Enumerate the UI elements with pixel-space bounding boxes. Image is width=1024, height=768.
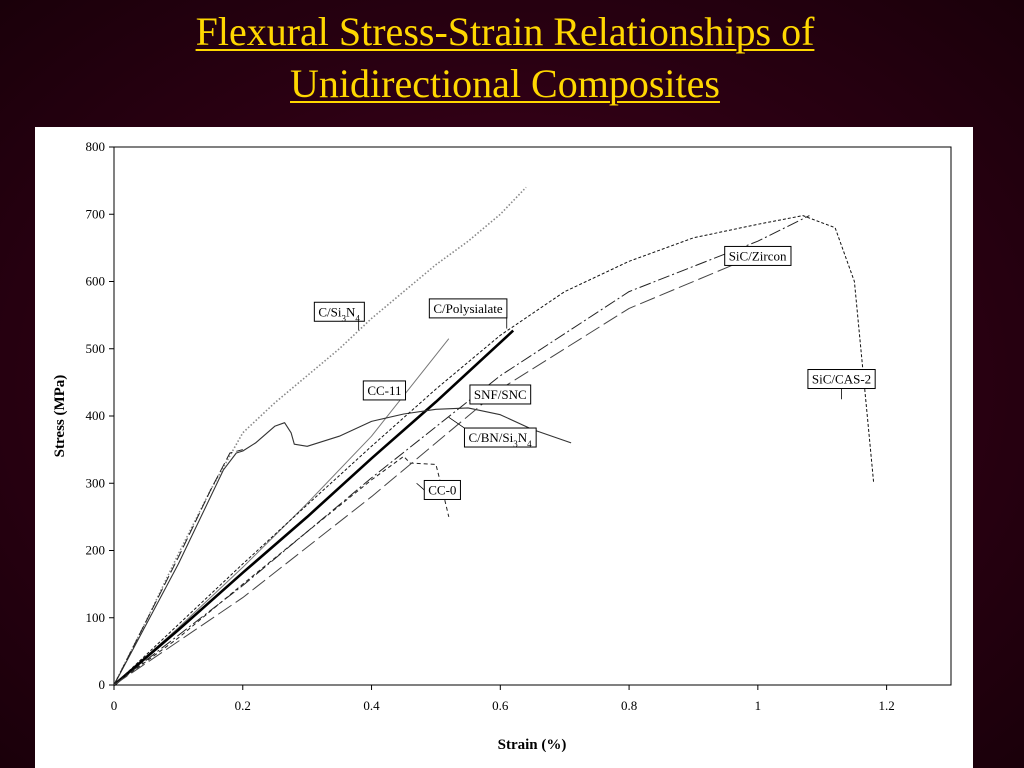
x-axis-label: Strain (%) bbox=[498, 737, 567, 753]
callout-box bbox=[807, 369, 876, 390]
series-line-unlabeled bbox=[113, 254, 758, 686]
callout-label: SiC/Zircon bbox=[729, 248, 787, 263]
series-line-sic-zircon bbox=[113, 215, 810, 686]
x-tick-label: 1 bbox=[755, 698, 762, 713]
y-tick-label: 400 bbox=[86, 408, 106, 423]
callout-label: C/BN/Si3N4 bbox=[468, 430, 532, 449]
slide-title-line-2: Unidirectional Composites bbox=[290, 61, 720, 106]
callout-label: CC-11 bbox=[367, 383, 401, 398]
callout-label: CC-0 bbox=[428, 482, 456, 497]
callout-box bbox=[428, 298, 508, 319]
callout-box bbox=[362, 380, 407, 401]
y-tick-label: 800 bbox=[86, 139, 106, 154]
x-tick-label: 0.8 bbox=[621, 698, 637, 713]
y-tick-label: 200 bbox=[86, 543, 106, 558]
chart-panel: 0 0.2 0.4 0.6 0.8 1 1.2 0 100 200 300 400 500 600 700 8… bbox=[35, 127, 973, 768]
callout-c-si3n4: C/Si3N4 bbox=[313, 301, 365, 330]
series-line-c-si3n4 bbox=[113, 186, 527, 686]
callout-box bbox=[313, 301, 365, 322]
y-axis-label: Stress (MPa) bbox=[52, 375, 68, 458]
series-line-snf-snc bbox=[113, 449, 243, 686]
x-tick-label: 0.2 bbox=[235, 698, 251, 713]
callout-c-bn-si3n4: C/BN/Si3N4 bbox=[448, 417, 537, 449]
callout-box bbox=[724, 245, 792, 266]
series-line-cc-11 bbox=[113, 338, 450, 686]
callout-box bbox=[463, 427, 537, 448]
callout-box bbox=[423, 479, 461, 500]
stress-strain-chart: 0 0.2 0.4 0.6 0.8 1 1.2 0 100 200 300 400 500 600 700 8… bbox=[52, 139, 952, 753]
callout-label: C/Polysialate bbox=[433, 301, 503, 316]
callout-label: SNF/SNC bbox=[474, 387, 527, 402]
x-tick-label: 0 bbox=[111, 698, 118, 713]
callout-sic-cas-2: SiC/CAS-2 bbox=[807, 369, 876, 400]
y-tick-label: 0 bbox=[99, 677, 106, 692]
callout-c-polysialate: C/Polysialate bbox=[428, 298, 508, 329]
series-line-c-polysialate bbox=[113, 329, 515, 686]
y-tick-label: 500 bbox=[86, 341, 106, 356]
series-line-c-bn-si3n4 bbox=[113, 407, 572, 686]
callout-label: SiC/CAS-2 bbox=[812, 372, 871, 387]
callout-label: C/Si3N4 bbox=[318, 304, 360, 323]
callout-leader bbox=[448, 417, 465, 429]
series-line-sic-cas-2 bbox=[113, 215, 875, 686]
callout-leader bbox=[416, 482, 425, 491]
y-tick-label: 600 bbox=[86, 274, 106, 289]
callout-box bbox=[469, 384, 532, 405]
y-tick-label: 300 bbox=[86, 475, 106, 490]
slide-title: Flexural Stress-Strain Relationships of … bbox=[0, 6, 1010, 110]
callout-cc-11: CC-11 bbox=[362, 380, 407, 401]
y-tick-label: 100 bbox=[86, 610, 106, 625]
callout-snf-snc: SNF/SNC bbox=[469, 384, 532, 406]
x-tick-label: 1.2 bbox=[878, 698, 894, 713]
callout-cc-0: CC-0 bbox=[416, 479, 461, 500]
x-tick-label: 0.6 bbox=[492, 698, 509, 713]
x-tick-label: 0.4 bbox=[363, 698, 380, 713]
plot-area bbox=[113, 146, 952, 686]
slide-title-line-1: Flexural Stress-Strain Relationships of bbox=[195, 9, 815, 54]
y-tick-label: 700 bbox=[86, 206, 106, 221]
callout-sic-zircon: SiC/Zircon bbox=[724, 245, 792, 266]
